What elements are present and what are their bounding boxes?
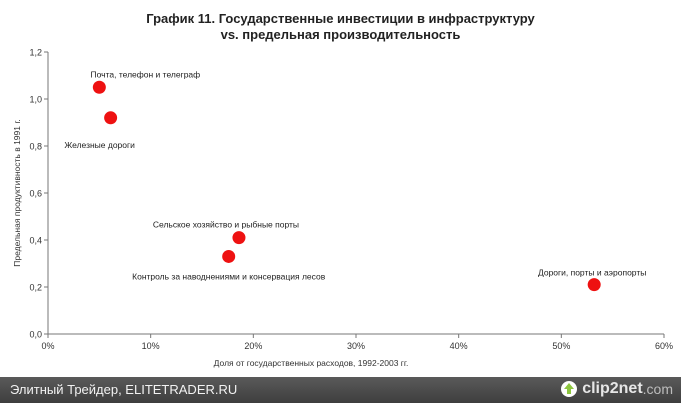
scatter-chart: 0,0 0,2 0,4 0,6 0,8 1,0 1,2 0% 10% 20% 30% 40% 50% 60… <box>12 48 673 369</box>
footer-source-text: Элитный Трейдер, ELITETRADER.RU <box>10 382 238 397</box>
data-point <box>587 278 601 292</box>
chart-title-line1: График 11. Государственные инвестиции в … <box>146 11 535 26</box>
data-point-label: Дороги, порты и аэропорты <box>538 268 646 278</box>
data-point-label: Почта, телефон и телеграф <box>91 69 201 79</box>
x-tick-label: 20% <box>244 341 262 351</box>
data-point <box>222 249 236 263</box>
brand-tld: .com <box>642 381 673 397</box>
x-tick-label: 60% <box>655 341 673 351</box>
x-tick-label: 30% <box>347 341 365 351</box>
chart-axes: 0,0 0,2 0,4 0,6 0,8 1,0 1,2 0% 10% 20% 30% 40% 50% 60… <box>12 48 673 369</box>
footer-bar: Элитный Трейдер, ELITETRADER.RU clip2net… <box>0 377 681 403</box>
y-tick-label: 0,8 <box>29 142 42 152</box>
brand-logo[interactable]: clip2net .com <box>560 380 673 398</box>
data-point-label: Контроль за наводнениями и консервация л… <box>132 271 326 281</box>
x-axis-label: Доля от государственных расходов, 1992-2… <box>214 358 409 368</box>
data-point <box>92 80 106 94</box>
x-tick-label: 40% <box>450 341 468 351</box>
data-point-label: Железные дороги <box>64 140 135 150</box>
y-axis-label: Предельная продуктивность в 1991 г. <box>12 119 22 267</box>
y-tick-label: 0,6 <box>29 189 42 199</box>
y-tick-label: 0,0 <box>29 330 42 340</box>
chart-title-line2: vs. предельная производительность <box>220 27 461 42</box>
x-tick-label: 50% <box>552 341 570 351</box>
data-point-label: Сельское хозяйство и рыбные порты <box>153 220 299 230</box>
y-tick-label: 1,0 <box>29 95 42 105</box>
brand-name: clip2net <box>582 380 643 397</box>
y-tick-label: 0,4 <box>29 236 42 246</box>
x-tick-label: 10% <box>142 341 160 351</box>
chart-title: График 11. Государственные инвестиции в … <box>0 11 681 43</box>
data-point <box>104 111 118 125</box>
upload-arrow-icon <box>561 381 578 397</box>
x-tick-label: 0% <box>41 341 54 351</box>
data-point <box>232 231 246 245</box>
y-tick-label: 1,2 <box>29 48 42 58</box>
chart-marks: Почта, телефон и телеграф Железные дороги… <box>64 69 646 292</box>
y-tick-label: 0,2 <box>29 283 42 293</box>
